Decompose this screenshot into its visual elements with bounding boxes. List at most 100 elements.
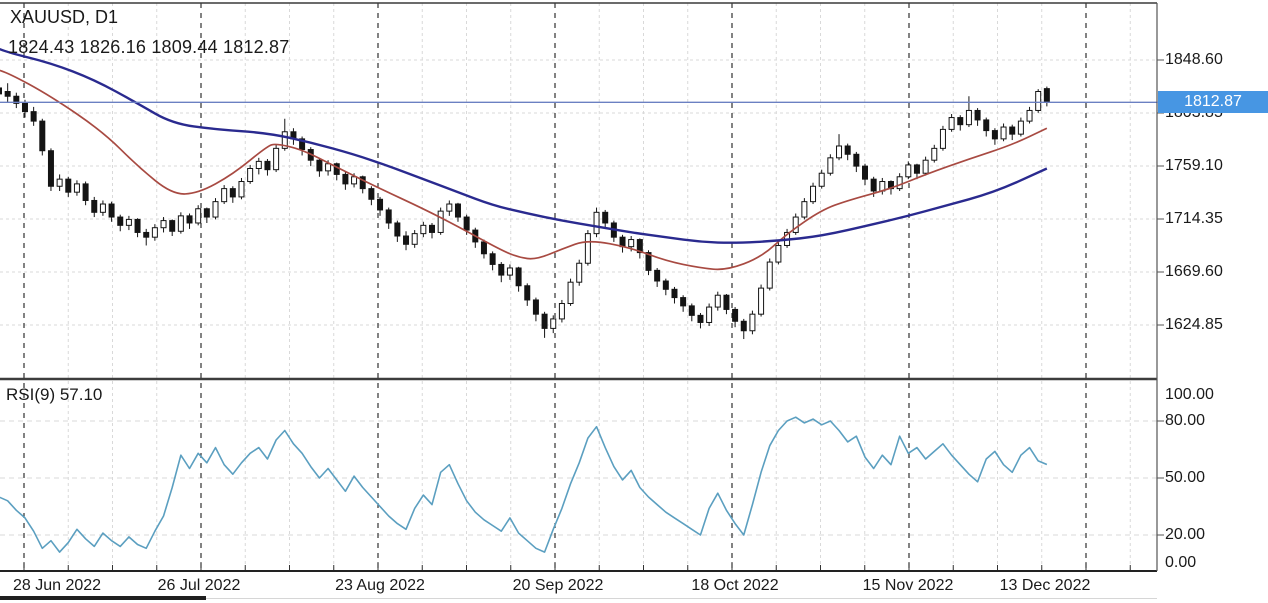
candle-bullish — [810, 185, 817, 203]
last-price-value: 1812.87 — [1184, 93, 1242, 111]
indicator-label: RSI(9) 57.10 — [6, 385, 103, 404]
date-label: 13 Dec 2022 — [999, 577, 1091, 594]
price-axis-label: 1714.35 — [1165, 210, 1223, 227]
candle-bullish — [177, 215, 184, 232]
ma-slow-line — [0, 47, 1048, 244]
candle-bearish — [169, 220, 176, 232]
candle-bullish — [758, 287, 765, 315]
candle-bullish — [247, 167, 254, 183]
candle-bullish — [792, 216, 799, 233]
candle-bearish — [134, 218, 141, 233]
scrollbar-track[interactable] — [0, 598, 1157, 599]
candle-bearish — [316, 159, 323, 172]
candle-bullish — [948, 117, 955, 130]
candle-bullish — [896, 176, 903, 190]
candle-bearish — [654, 269, 661, 282]
candle-bullish — [706, 306, 713, 323]
date-label: 20 Sep 2022 — [512, 577, 604, 594]
candle-bullish — [437, 210, 444, 233]
candle-bullish — [411, 233, 418, 245]
candle-bearish — [645, 252, 652, 271]
candle-bullish — [593, 211, 600, 235]
candle-bullish — [125, 218, 132, 226]
candle-bullish — [550, 318, 557, 329]
candle-bearish — [723, 294, 730, 310]
rsi-axis-label: 100.00 — [1165, 386, 1214, 403]
candle-bearish — [671, 288, 678, 299]
candle-bearish — [186, 215, 193, 224]
candle-bearish — [143, 231, 150, 238]
candle-bullish — [558, 303, 565, 320]
candle-bearish — [403, 235, 410, 245]
candlestick-series — [0, 83, 1050, 340]
candle-bullish — [1026, 109, 1033, 122]
candle-bearish — [489, 253, 496, 265]
candle-bullish — [56, 178, 63, 187]
candle-bearish — [394, 222, 401, 237]
ohlc-readout: 1824.43 1826.16 1809.44 1812.87 — [8, 37, 290, 57]
candle-bearish — [740, 320, 747, 332]
candle-bearish — [662, 280, 669, 290]
candle-bullish — [1017, 120, 1024, 135]
candle-bearish — [117, 216, 124, 226]
candle-bearish — [108, 203, 115, 218]
candle-bearish — [688, 305, 695, 316]
candle-bullish — [836, 145, 843, 159]
candle-bullish — [567, 281, 574, 305]
candle-bearish — [47, 150, 54, 187]
candle-bearish — [913, 164, 920, 174]
candle-bullish — [1000, 126, 1007, 140]
candle-bullish — [420, 224, 427, 235]
rsi-line — [0, 416, 1048, 553]
candle-bullish — [255, 160, 262, 169]
candle-bullish — [965, 109, 972, 126]
candle-bearish — [983, 119, 990, 132]
candle-bearish — [229, 188, 236, 198]
candle-bearish — [463, 216, 470, 231]
last-price-tag: 1812.87 — [1158, 91, 1268, 114]
candle-bullish — [939, 128, 946, 149]
candle-bullish — [628, 239, 635, 248]
candle-bearish — [957, 117, 964, 126]
candle-bearish — [480, 241, 487, 255]
candle-bearish — [1043, 88, 1050, 103]
candle-bearish — [541, 313, 548, 329]
ma-fast-line — [0, 69, 1048, 271]
candle-bearish — [333, 163, 340, 175]
candle-bullish — [325, 163, 332, 172]
candle-bearish — [498, 263, 505, 276]
candle-bullish — [905, 164, 912, 178]
candle-bearish — [377, 198, 384, 211]
candle-bearish — [515, 267, 522, 287]
candle-bearish — [65, 178, 72, 193]
candle-bullish — [446, 203, 453, 212]
candle-bearish — [385, 209, 392, 224]
candle-bearish — [82, 183, 89, 201]
scrollbar-thumb[interactable] — [0, 596, 206, 600]
candle-bearish — [853, 153, 860, 167]
candle-bullish — [749, 313, 756, 332]
candle-bearish — [524, 285, 531, 301]
candle-bullish — [506, 267, 513, 276]
candle-bearish — [602, 211, 609, 224]
candle-bullish — [73, 183, 80, 193]
candle-bullish — [714, 294, 721, 308]
candle-bearish — [342, 173, 349, 185]
candle-bullish — [775, 244, 782, 263]
candle-bearish — [454, 203, 461, 218]
candle-bearish — [264, 160, 271, 171]
rsi-axis-label: 0.00 — [1165, 554, 1197, 571]
candle-bullish — [273, 147, 280, 171]
candle-bearish — [299, 138, 306, 151]
rsi-axis-label: 80.00 — [1165, 412, 1206, 429]
candle-bearish — [4, 91, 11, 97]
date-label: 28 Jun 2022 — [12, 577, 102, 594]
candle-bearish — [532, 299, 539, 315]
candle-bearish — [732, 308, 739, 322]
candle-bearish — [91, 199, 98, 213]
price-axis-label: 1848.60 — [1165, 51, 1223, 68]
candle-bullish — [212, 201, 219, 218]
rsi-axis-label: 20.00 — [1165, 526, 1206, 543]
candle-bullish — [576, 262, 583, 283]
